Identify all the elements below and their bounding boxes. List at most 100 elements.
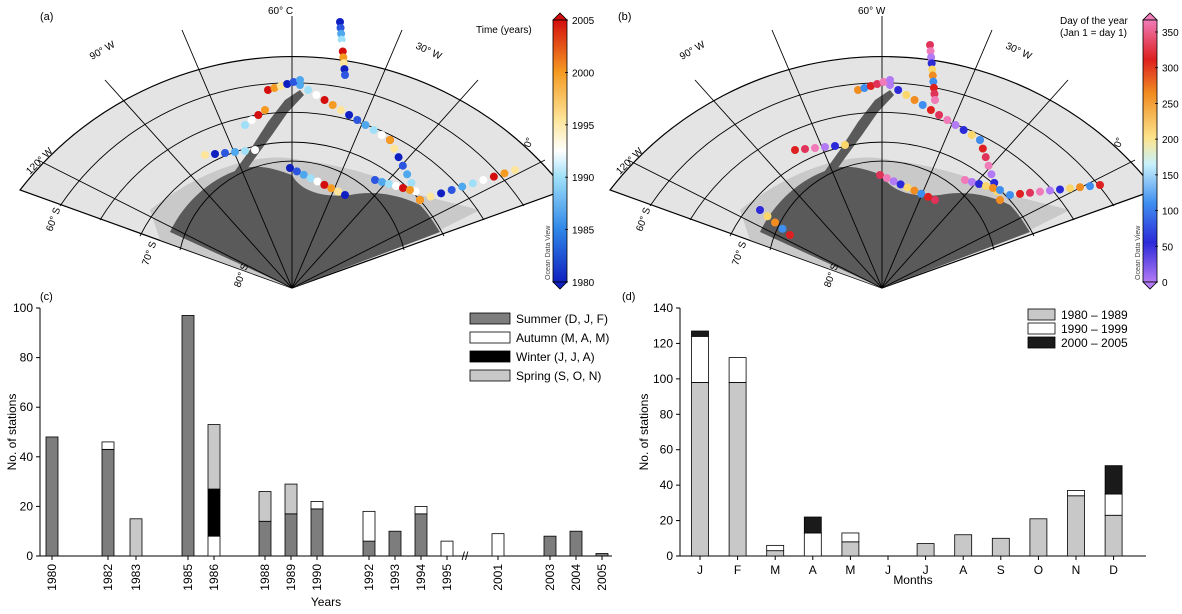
station-marker [930, 89, 939, 98]
bar-segment [491, 533, 505, 557]
axis-break-mark: // [462, 549, 469, 563]
legend-swatch [1027, 308, 1056, 321]
bar-segment [766, 544, 785, 552]
station-marker [910, 96, 919, 104]
legend-swatch [469, 369, 511, 382]
station-marker [929, 77, 938, 86]
map-panel-a: (a) 120° W 90° W 60° C 30° W 0° 60° S 70… [19, 6, 595, 290]
station-marker [270, 84, 279, 92]
colorbar-tick-label: 1980 [572, 278, 595, 289]
station-marker [854, 86, 862, 94]
station-marker [211, 150, 219, 158]
station-marker [286, 164, 294, 172]
panel-label-a: (a) [40, 11, 53, 23]
map-panel-b: (b) 120° W 90° W 60° W 30° W 0° 60° S 70… [609, 6, 1179, 290]
station-marker [931, 96, 939, 104]
colorbar-tick-label: 2005 [572, 16, 595, 27]
station-marker [328, 101, 337, 109]
station-marker [377, 131, 386, 139]
station-marker [399, 184, 407, 192]
station-marker [339, 53, 348, 62]
colorbar-title-a: Time (years) [476, 25, 532, 36]
map-b-antarctica [760, 166, 1030, 288]
station-marker [894, 86, 903, 94]
station-marker [283, 80, 292, 88]
station-marker [873, 80, 882, 88]
bar-segment [284, 513, 298, 557]
station-marker [801, 145, 809, 153]
station-marker [345, 111, 354, 119]
station-marker [337, 35, 346, 44]
station-marker [931, 196, 939, 204]
station-marker [886, 76, 894, 84]
bar-segment [841, 532, 860, 543]
bar-segment [258, 520, 272, 557]
x-tick-label: 1994 [414, 564, 428, 591]
colorbar-tick-label: 100 [1162, 207, 1179, 218]
station-marker [500, 169, 509, 178]
bar-segment [101, 441, 115, 450]
bar-segment [1067, 495, 1085, 557]
colorbar-b: Day of the year (Jan 1 = day 1) 350 300 25… [1060, 12, 1179, 290]
colorbar-title-b-line2: (Jan 1 = day 1) [1060, 28, 1127, 39]
bar-segment [691, 381, 709, 557]
bar-segment [841, 541, 860, 557]
map-a-peninsula [232, 90, 304, 175]
chart-panel-d: (d) 0 20 40 60 80 100 120 140 No. of stations Mon… [622, 291, 1146, 587]
station-marker [511, 166, 519, 174]
station-marker [341, 71, 349, 79]
bar-segment [414, 505, 428, 515]
bar-segment [595, 553, 609, 557]
station-marker [1096, 181, 1104, 189]
station-marker [924, 192, 933, 201]
station-marker [1036, 187, 1044, 196]
station-marker [336, 18, 344, 26]
lat-label-60s-b: 60° S [634, 206, 653, 233]
station-marker [261, 106, 269, 114]
bar-segment [207, 535, 221, 557]
station-marker [756, 206, 764, 214]
bar-segment [954, 534, 973, 557]
station-marker [910, 186, 919, 195]
station-marker [254, 111, 263, 119]
station-marker [1066, 184, 1074, 193]
bar-segment [1104, 465, 1123, 495]
station-marker [1046, 186, 1054, 195]
station-marker [1026, 188, 1034, 197]
x-tick-label: 1983 [129, 564, 143, 591]
station-marker [241, 121, 249, 129]
station-marker [386, 136, 394, 144]
lat-label-70s-a: 70° S [140, 240, 159, 267]
map-a-stations [201, 18, 519, 204]
x-tick-label: 1993 [388, 564, 402, 591]
y-tick-label: 140 [653, 301, 673, 315]
bar-segment [258, 491, 272, 522]
colorbar-gradient-a [552, 19, 568, 283]
station-marker [975, 180, 983, 188]
lon-label-90w-a: 90° W [88, 39, 118, 62]
panel-label-d: (d) [622, 291, 635, 303]
station-marker [201, 151, 209, 159]
map-b-peninsula [822, 90, 894, 175]
station-marker [361, 121, 370, 129]
station-marker [903, 183, 912, 192]
station-marker [811, 144, 819, 152]
lon-label-30w-a: 30° W [414, 41, 444, 63]
station-marker [338, 47, 347, 56]
station-marker [338, 41, 347, 50]
bar-segment [691, 330, 709, 337]
watermark-a: Ocean Data View [545, 225, 552, 280]
station-marker [778, 224, 787, 233]
x-tick-label: 1985 [181, 564, 195, 591]
lon-label-60w-b: 60° W [858, 6, 886, 17]
station-marker [385, 180, 393, 188]
y-tick-label: 100 [653, 372, 673, 386]
x-tick-label: S [997, 563, 1005, 577]
bar-segment [1104, 493, 1123, 516]
station-marker [304, 86, 313, 94]
x-tick-label: J [697, 563, 703, 577]
legend-swatch [1027, 322, 1056, 335]
station-marker [959, 126, 968, 134]
bar-segment [362, 510, 376, 542]
